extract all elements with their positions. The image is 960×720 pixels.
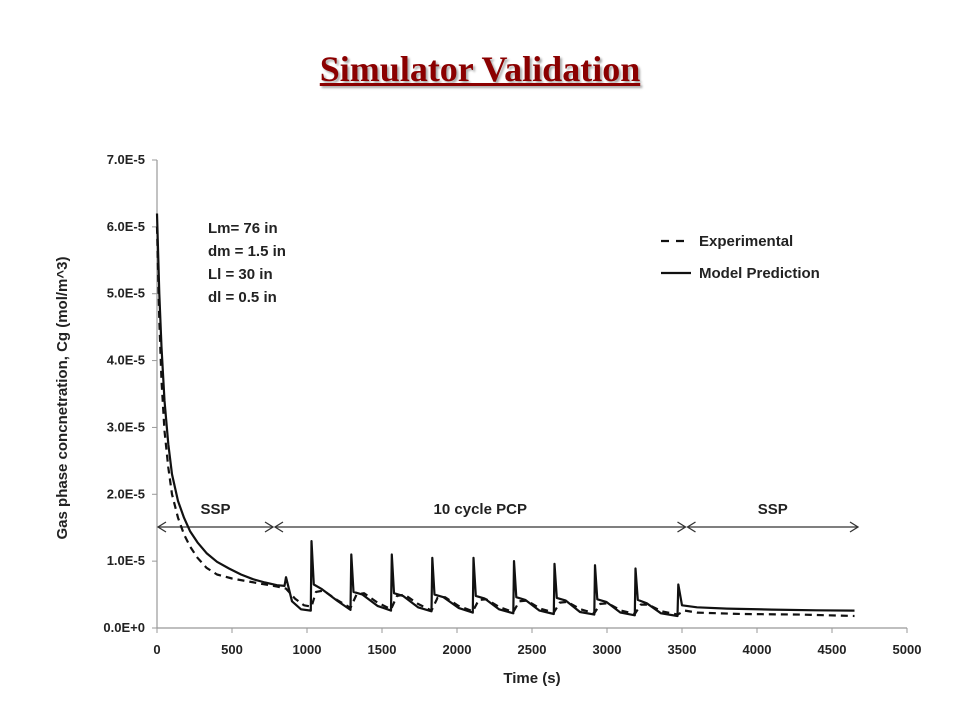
series-lines: [155, 213, 855, 618]
y-tick-label: 3.0E-5: [107, 419, 145, 434]
x-tick-label: 0: [153, 642, 160, 657]
y-tick-label: 1.0E-5: [107, 553, 145, 568]
x-axis-title: Time (s): [503, 670, 560, 687]
x-tick-label: 1500: [368, 642, 397, 657]
parameter-line: Ll = 30 in: [208, 266, 273, 283]
region-label: 10 cycle PCP: [434, 501, 527, 518]
y-tick-label: 6.0E-5: [107, 219, 145, 234]
x-tick-label: 2000: [443, 642, 472, 657]
x-tick-label: 5000: [893, 642, 922, 657]
region-arrow-head-right: [849, 521, 860, 533]
parameter-line: Lm= 76 in: [208, 220, 278, 237]
y-tick-label: 0.0E+0: [103, 620, 145, 635]
x-tick-label: 500: [221, 642, 243, 657]
x-tick-label: 4500: [818, 642, 847, 657]
y-tick-label: 4.0E-5: [107, 353, 145, 368]
parameter-line: dl = 0.5 in: [208, 289, 277, 306]
series-line-experimental: [155, 226, 855, 618]
region-arrow-head-left: [156, 521, 167, 533]
legend-label: Experimental: [699, 233, 793, 250]
x-tick-label: 3500: [668, 642, 697, 657]
region-markers: SSP 10 cycle PCP SSP: [156, 501, 860, 533]
y-axis-ticks: 0.0E+0 1.0E-5 2.0E-5 3.0E-5 4.0E-5 5.0E-5 6.0E…: [103, 152, 157, 635]
slide-title: Simulator Validation: [319, 49, 641, 89]
region-arrow-head-right: [677, 521, 687, 533]
x-tick-label: 2500: [518, 642, 547, 657]
x-tick-label: 4000: [743, 642, 772, 657]
y-tick-label: 2.0E-5: [107, 486, 145, 501]
region-arrow-head-left: [273, 521, 284, 533]
legend-label: Model Prediction: [699, 265, 820, 282]
y-axis-title: Gas phase concnetration, Cg (mol/m^3): [54, 257, 71, 540]
legend: Experimental Model Prediction: [661, 233, 820, 282]
x-tick-label: 1000: [293, 642, 322, 657]
region-arrow-head-left: [686, 521, 696, 533]
x-axis-ticks: 0 500 1000 1500 2000 2500 3000 3500 4000 4500 5000: [153, 628, 921, 657]
x-tick-label: 3000: [593, 642, 622, 657]
parameter-line: dm = 1.5 in: [208, 243, 286, 260]
series-line-model-prediction: [155, 213, 855, 618]
region-arrow-head-right: [264, 521, 275, 533]
y-tick-label: 7.0E-5: [107, 152, 145, 167]
region-label: SSP: [200, 501, 230, 518]
y-tick-label: 5.0E-5: [107, 286, 145, 301]
region-label: SSP: [758, 501, 788, 518]
parameter-annotations: Lm= 76 in dm = 1.5 in Ll = 30 in dl = 0.5 i…: [208, 220, 286, 306]
